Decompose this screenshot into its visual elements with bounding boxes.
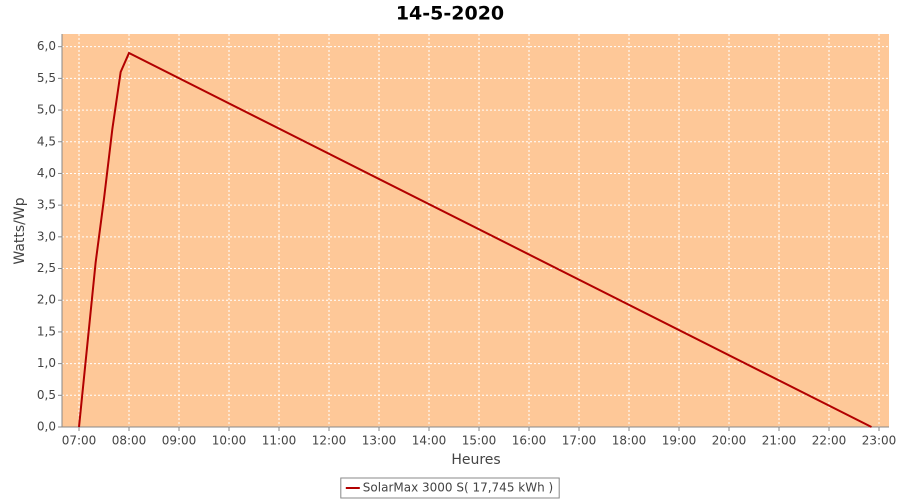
y-tick-label: 4,0 bbox=[37, 166, 56, 180]
y-tick-label: 2,5 bbox=[37, 261, 56, 275]
x-tick-label: 17:00 bbox=[562, 434, 597, 448]
x-tick-label: 18:00 bbox=[612, 434, 647, 448]
x-tick-label: 15:00 bbox=[462, 434, 497, 448]
y-tick-label: 3,0 bbox=[37, 229, 56, 243]
x-tick-label: 11:00 bbox=[262, 434, 297, 448]
y-tick-label: 1,0 bbox=[37, 356, 56, 370]
y-tick-label: 3,5 bbox=[37, 198, 56, 212]
x-tick-label: 19:00 bbox=[662, 434, 697, 448]
x-tick-label: 22:00 bbox=[812, 434, 847, 448]
data-line bbox=[78, 51, 872, 428]
x-tick-label: 16:00 bbox=[512, 434, 547, 448]
x-tick-label: 23:00 bbox=[862, 434, 897, 448]
x-axis-label: Heures bbox=[451, 452, 500, 468]
plot-background bbox=[62, 34, 889, 427]
y-axis-label: Watts/Wp bbox=[12, 197, 28, 264]
x-tick-label: 07:00 bbox=[62, 434, 97, 448]
x-tick-label: 10:00 bbox=[212, 434, 247, 448]
y-tick-label: 4,5 bbox=[37, 134, 56, 148]
y-tick-label: 1,5 bbox=[37, 324, 56, 338]
legend-label: SolarMax 3000 S( 17,745 kWh ) bbox=[363, 481, 553, 495]
y-tick-label: 5,5 bbox=[37, 71, 56, 85]
y-tick-label: 5,0 bbox=[37, 103, 56, 117]
y-tick-label: 0,0 bbox=[37, 420, 56, 434]
x-tick-label: 09:00 bbox=[162, 434, 197, 448]
y-tick-label: 2,0 bbox=[37, 293, 56, 307]
x-tick-label: 08:00 bbox=[112, 434, 147, 448]
chart-title: 14-5-2020 bbox=[396, 3, 504, 25]
x-tick-label: 12:00 bbox=[312, 434, 347, 448]
x-tick-label: 20:00 bbox=[712, 434, 747, 448]
y-tick-label: 6,0 bbox=[37, 39, 56, 53]
y-tick-label: 0,5 bbox=[37, 388, 56, 402]
legend-box bbox=[340, 477, 560, 499]
x-tick-label: 14:00 bbox=[412, 434, 447, 448]
x-tick-label: 21:00 bbox=[762, 434, 797, 448]
x-tick-label: 13:00 bbox=[362, 434, 397, 448]
